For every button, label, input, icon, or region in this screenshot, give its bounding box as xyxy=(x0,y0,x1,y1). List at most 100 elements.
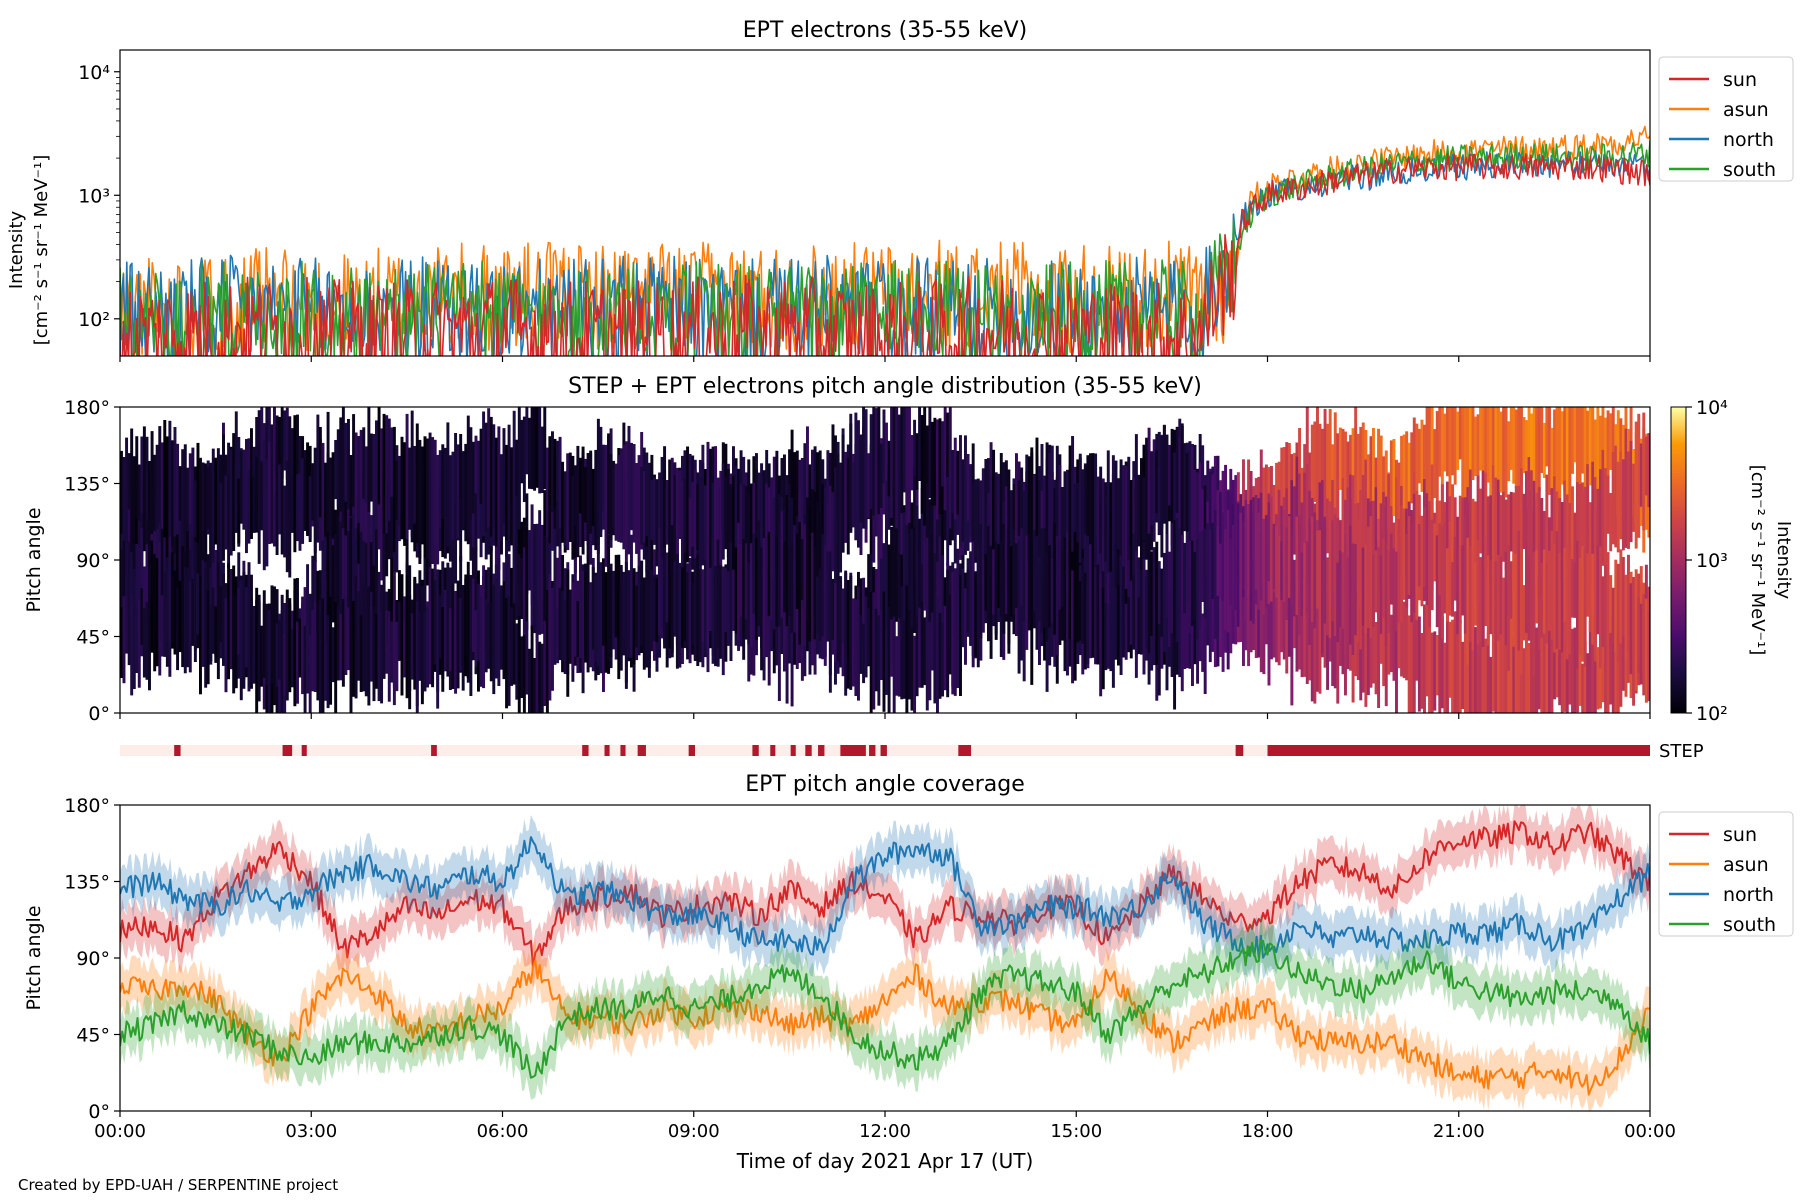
heatmap-cell xyxy=(887,544,891,630)
heatmap-cell xyxy=(344,535,348,623)
heatmap-cell xyxy=(1555,631,1559,698)
legend-label-sun: sun xyxy=(1723,69,1757,91)
heatmap-cell xyxy=(1208,529,1212,620)
heatmap-cell xyxy=(1326,423,1330,526)
step-bar-intervals xyxy=(174,745,1650,756)
heatmap-cell xyxy=(466,561,470,678)
heatmap-cell xyxy=(1578,558,1582,655)
heatmap-cell xyxy=(1446,603,1449,713)
heatmap-cell xyxy=(747,562,751,645)
heatmap-cell xyxy=(844,573,848,696)
heatmap-cell xyxy=(275,623,279,687)
heatmap-cell xyxy=(1160,568,1164,637)
panel4-x-axis: 00:00 03:00 06:00 09:00 12:00 15:00 18:00 21:00… xyxy=(94,1111,1676,1142)
heatmap-cell xyxy=(324,601,327,701)
heatmap-cell xyxy=(923,474,927,580)
heatmap-cell xyxy=(1540,498,1544,597)
heatmap-cell xyxy=(821,534,825,637)
heatmap-cell xyxy=(1354,407,1358,535)
heatmap-cell xyxy=(1066,531,1069,638)
heatmap-cell xyxy=(1558,497,1562,600)
heatmap-cell xyxy=(630,534,633,658)
heatmap-cell xyxy=(1359,490,1363,587)
y-tick-label-2: 90° xyxy=(76,948,110,970)
heatmap-cell xyxy=(543,536,547,657)
heatmap-cell xyxy=(655,577,659,643)
heatmap-cell xyxy=(910,435,914,491)
heatmap-cell xyxy=(1050,558,1054,623)
heatmap-cell xyxy=(795,557,799,669)
heatmap-cell xyxy=(543,490,547,573)
heatmap-cell xyxy=(987,525,990,626)
heatmap-cell xyxy=(362,583,366,692)
heatmap-cell xyxy=(528,530,531,591)
step-interval-6 xyxy=(620,745,626,756)
heatmap-cell xyxy=(698,568,702,663)
heatmap-cell xyxy=(1415,618,1419,681)
heatmap-cell xyxy=(1621,424,1625,492)
heatmap-cell xyxy=(316,570,320,632)
heatmap-cell xyxy=(507,595,511,706)
heatmap-cell xyxy=(890,407,894,518)
heatmap-cell xyxy=(1512,553,1516,647)
heatmap-cell xyxy=(726,468,730,575)
y-tick-label-2: 10⁴ xyxy=(78,62,110,84)
heatmap-cell xyxy=(1361,422,1365,520)
heatmap-cell xyxy=(1015,453,1018,566)
heatmap-cell xyxy=(234,595,238,689)
heatmap-cell xyxy=(1400,505,1404,623)
heatmap-cell xyxy=(1389,440,1393,529)
heatmap-cell xyxy=(571,475,575,542)
heatmap-cell xyxy=(660,457,664,578)
heatmap-cell xyxy=(660,559,664,629)
heatmap-cell xyxy=(201,462,205,532)
heatmap-cell xyxy=(1571,628,1574,713)
heatmap-cell xyxy=(867,453,871,518)
heatmap-cell xyxy=(1300,552,1304,616)
heatmap-cell xyxy=(930,534,934,631)
heatmap-cell xyxy=(1415,490,1419,620)
heatmap-cell xyxy=(324,540,327,638)
heatmap-cell xyxy=(183,566,187,674)
heatmap-cell xyxy=(1489,656,1493,713)
heatmap-cell xyxy=(953,437,957,520)
heatmap-cell xyxy=(1374,622,1378,695)
heatmap-cell xyxy=(1359,426,1363,531)
heatmap-cell xyxy=(214,457,218,545)
heatmap-cell xyxy=(1540,563,1544,638)
heatmap-cell xyxy=(545,484,549,575)
heatmap-cell xyxy=(1389,533,1393,605)
heatmap-cell xyxy=(915,433,919,490)
heatmap-cell xyxy=(1535,550,1539,624)
heatmap-cell xyxy=(1616,563,1620,662)
heatmap-cell xyxy=(1183,443,1187,532)
heatmap-cell xyxy=(788,483,792,574)
heatmap-cell xyxy=(535,523,539,642)
heatmap-cell xyxy=(1382,538,1386,618)
heatmap-cell xyxy=(734,547,738,634)
heatmap-cell xyxy=(1321,428,1324,509)
heatmap-cell xyxy=(864,596,868,678)
heatmap-cell xyxy=(1616,461,1620,553)
heatmap-cell xyxy=(987,493,990,550)
panel2-ylabel: Pitch angle xyxy=(23,507,45,612)
heatmap-cell xyxy=(936,419,939,520)
heatmap-cell xyxy=(171,440,174,547)
heatmap-cell xyxy=(1193,595,1197,665)
heatmap-cell xyxy=(140,588,144,645)
legend-box xyxy=(1658,811,1794,937)
heatmap-cell xyxy=(1405,595,1409,681)
heatmap-cell xyxy=(663,548,667,649)
heatmap-cell xyxy=(609,453,613,540)
heatmap-cell xyxy=(612,570,616,633)
heatmap-cell xyxy=(997,505,1001,562)
heatmap-cell xyxy=(767,567,771,686)
heatmap-cell xyxy=(512,410,516,534)
heatmap-cell xyxy=(1560,561,1564,653)
heatmap-cell xyxy=(1134,434,1138,557)
heatmap-cell xyxy=(349,517,353,615)
step-interval-12 xyxy=(805,745,812,756)
heatmap-cell xyxy=(1433,523,1437,582)
heatmap-cell xyxy=(1372,594,1375,684)
heatmap-cell xyxy=(1122,598,1126,658)
